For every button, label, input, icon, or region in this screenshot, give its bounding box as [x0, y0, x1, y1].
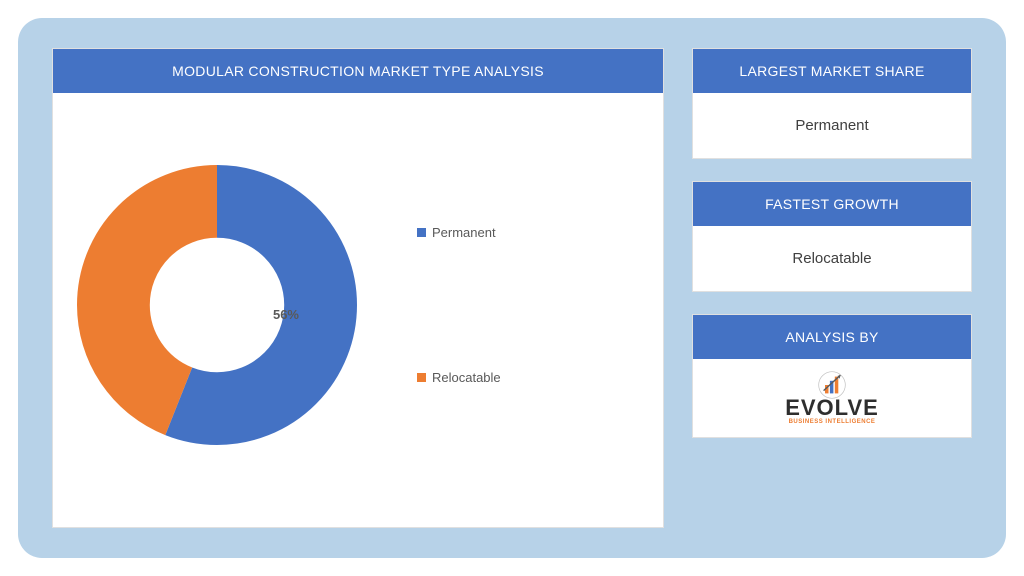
card-analysis-by-title: ANALYSIS BY — [693, 315, 971, 359]
legend-swatch-permanent — [417, 228, 426, 237]
chart-title: MODULAR CONSTRUCTION MARKET TYPE ANALYSI… — [53, 49, 663, 93]
card-fastest-growth-title: FASTEST GROWTH — [693, 182, 971, 226]
donut-chart: 56% — [77, 165, 357, 445]
logo-main-text: EVOLVE — [785, 395, 879, 421]
legend-item-relocatable: Relocatable — [417, 370, 501, 385]
card-largest-share-title: LARGEST MARKET SHARE — [693, 49, 971, 93]
legend-swatch-relocatable — [417, 373, 426, 382]
card-largest-share-value: Permanent — [693, 93, 971, 158]
infographic-container: MODULAR CONSTRUCTION MARKET TYPE ANALYSI… — [18, 18, 1006, 558]
card-fastest-growth-value: Relocatable — [693, 226, 971, 291]
side-cards: LARGEST MARKET SHARE Permanent FASTEST G… — [692, 48, 972, 528]
chart-legend: Permanent Relocatable — [417, 225, 501, 385]
slice-label-permanent: 56% — [273, 307, 299, 322]
evolve-logo: EVOLVE BUSINESS INTELLIGENCE — [785, 371, 879, 425]
logo-area: EVOLVE BUSINESS INTELLIGENCE — [693, 359, 971, 437]
card-fastest-growth: FASTEST GROWTH Relocatable — [692, 181, 972, 292]
chart-panel: MODULAR CONSTRUCTION MARKET TYPE ANALYSI… — [52, 48, 664, 528]
chart-body: 56% Permanent Relocatable — [53, 93, 663, 527]
logo-sub-text: BUSINESS INTELLIGENCE — [789, 419, 876, 425]
donut-svg — [77, 165, 357, 445]
card-largest-share: LARGEST MARKET SHARE Permanent — [692, 48, 972, 159]
card-analysis-by: ANALYSIS BY EVOLVE BUSINESS INTELLIGENCE — [692, 314, 972, 438]
legend-item-permanent: Permanent — [417, 225, 501, 240]
legend-label-relocatable: Relocatable — [432, 370, 501, 385]
legend-label-permanent: Permanent — [432, 225, 496, 240]
